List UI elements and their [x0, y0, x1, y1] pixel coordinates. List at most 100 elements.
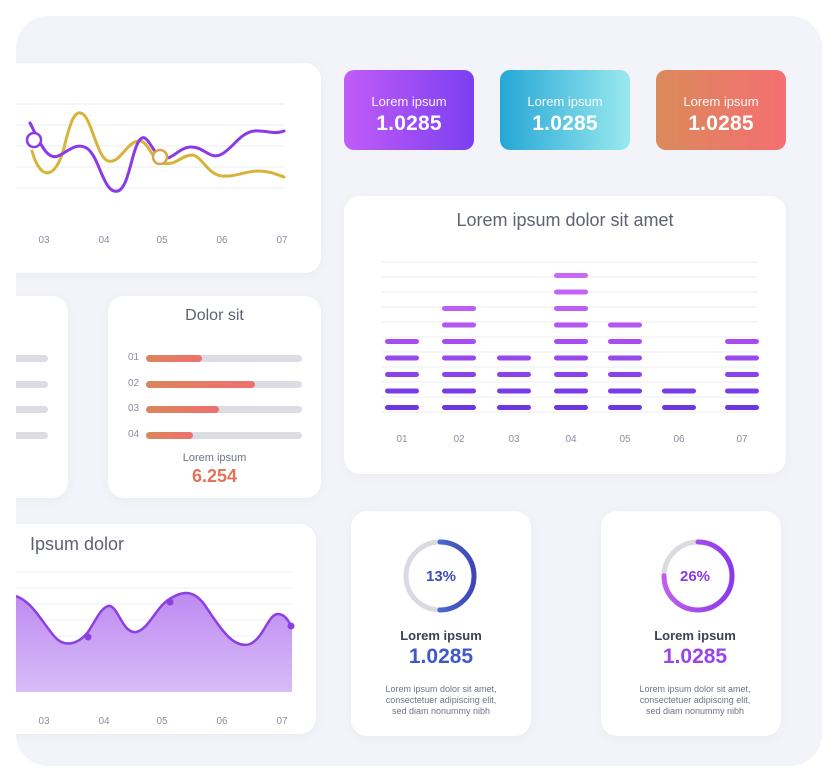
x-tick-label: 05 — [156, 235, 168, 246]
progress-row-label: 04 — [128, 429, 140, 440]
area-marker — [84, 633, 92, 641]
stat-value: 1.0285 — [376, 112, 442, 135]
equalizer-segment — [442, 306, 476, 311]
equalizer-chart: 01 02 03 04 05 06 07 — [382, 261, 759, 445]
partial-bar — [16, 432, 48, 439]
x-tick-label: 04 — [98, 716, 110, 727]
equalizer-segment — [725, 405, 759, 410]
progress-card: Dolor sit 01 02 03 04 Lorem ipsum 6.254 — [108, 296, 321, 498]
stat-tile-coral[interactable]: Lorem ipsum 1.0285 — [656, 70, 786, 150]
x-tick-label: 06 — [216, 716, 228, 727]
equalizer-segment — [497, 388, 531, 394]
equalizer-segment — [725, 372, 759, 377]
stat-value: 1.0285 — [688, 112, 754, 135]
progress-row-label: 01 — [128, 352, 140, 363]
gauge-ring — [661, 539, 735, 613]
stat-label: Lorem ipsum — [683, 94, 759, 109]
area-chart: 03 04 05 06 07 — [16, 571, 295, 727]
x-tick-label: 05 — [156, 716, 168, 727]
equalizer-segment — [497, 355, 531, 361]
equalizer-segment — [725, 339, 759, 344]
equalizer-segment — [442, 322, 476, 328]
equalizer-segment — [725, 388, 759, 394]
progress-row-label: 03 — [128, 403, 140, 414]
progress-footer-value: 6.254 — [191, 466, 238, 486]
x-tick-label: 05 — [619, 434, 631, 445]
progress-bar-track — [146, 381, 302, 388]
line-chart: 03 04 05 06 07 — [16, 103, 288, 246]
equalizer-segment — [608, 388, 642, 394]
x-tick-label: 03 — [508, 434, 520, 445]
equalizer-segment — [442, 372, 476, 377]
equalizer-segment — [385, 372, 419, 377]
line-marker — [25, 131, 43, 149]
area-chart-card: Ipsum dolor 03 — [16, 524, 316, 734]
equalizer-segment — [385, 405, 419, 410]
x-tick-label: 02 — [453, 434, 465, 445]
x-tick-label: 03 — [38, 235, 50, 246]
equalizer-segment — [385, 355, 419, 361]
equalizer-grid — [382, 261, 758, 413]
gauge-ring — [403, 539, 477, 613]
gauge-percent: 26% — [679, 568, 711, 585]
gauge-label: Lorem ipsum — [654, 628, 736, 643]
x-tick-label: 03 — [38, 716, 50, 727]
line-chart-x-ticks: 03 04 05 06 07 — [38, 235, 288, 246]
gauge-description: Lorem ipsum dolor sit amet, consectetuer… — [385, 684, 497, 716]
equalizer-segment — [554, 339, 588, 344]
equalizer-chart-card: Lorem ipsum dolor sit amet 01 02 03 04 05 06 0… — [344, 196, 786, 474]
x-tick-label: 01 — [396, 434, 408, 445]
equalizer-segment — [725, 355, 759, 361]
stat-label: Lorem ipsum — [371, 94, 447, 109]
line-chart-card: 03 04 05 06 07 — [16, 63, 321, 273]
equalizer-bars — [385, 273, 759, 410]
equalizer-segment — [608, 405, 642, 410]
equalizer-segment — [554, 306, 588, 311]
equalizer-segment — [554, 388, 588, 394]
stat-tile-purple[interactable]: Lorem ipsum 1.0285 — [344, 70, 474, 150]
equalizer-segment — [385, 339, 419, 344]
stat-tile-teal[interactable]: Lorem ipsum 1.0285 — [500, 70, 630, 150]
partial-bar — [16, 381, 48, 388]
progress-footer-label: Lorem ipsum — [182, 452, 247, 464]
equalizer-segment — [662, 388, 696, 394]
gauge-value: 1.0285 — [662, 645, 728, 668]
gauge-progress-arc — [661, 539, 735, 613]
area-marker — [166, 598, 174, 606]
equalizer-segment — [442, 388, 476, 394]
area-chart-title: Ipsum dolor — [30, 534, 125, 554]
gauge-description: Lorem ipsum dolor sit amet, consectetuer… — [639, 684, 751, 716]
equalizer-segment — [385, 388, 419, 394]
equalizer-segment — [554, 322, 588, 328]
equalizer-chart-title: Lorem ipsum dolor sit amet — [456, 210, 674, 230]
equalizer-segment — [662, 405, 696, 410]
equalizer-segment — [608, 339, 642, 344]
line-series-purple — [28, 121, 286, 193]
line-series-gold — [30, 111, 286, 179]
line-marker — [151, 148, 169, 166]
stat-label: Lorem ipsum — [527, 94, 603, 109]
partial-bar — [16, 355, 48, 362]
x-tick-label: 07 — [276, 235, 288, 246]
equalizer-segment — [442, 339, 476, 344]
progress-bar-track — [146, 355, 302, 362]
gauge-card-2: 26% Lorem ipsum 1.0285 Lorem ipsum dolor… — [601, 511, 781, 736]
equalizer-segment — [608, 322, 642, 328]
x-tick-label: 06 — [216, 235, 228, 246]
partial-bar — [16, 406, 48, 413]
equalizer-segment — [442, 405, 476, 410]
equalizer-segment — [554, 289, 588, 295]
x-tick-label: 04 — [565, 434, 577, 445]
progress-bar-track — [146, 406, 302, 413]
area-line — [16, 591, 294, 647]
gauge-card-1: 13% Lorem ipsum 1.0285 Lorem ipsum dolor… — [351, 511, 531, 736]
progress-bar-fill — [146, 432, 193, 439]
equalizer-segment — [608, 355, 642, 361]
dashboard: 03 04 05 06 07 Lorem ipsum 1.0285 Lorem ipsu… — [16, 16, 822, 766]
equalizer-segment — [554, 355, 588, 361]
progress-row-label: 02 — [128, 378, 140, 389]
gauge-value: 1.0285 — [408, 645, 474, 668]
area-fill — [16, 593, 292, 692]
equalizer-x-ticks: 01 02 03 04 05 06 07 — [396, 434, 748, 445]
gauge-progress-arc — [403, 539, 477, 613]
